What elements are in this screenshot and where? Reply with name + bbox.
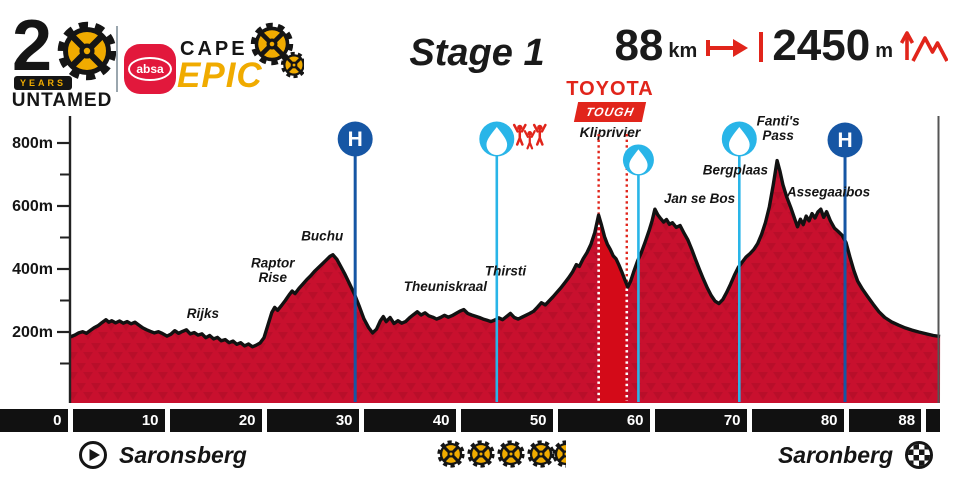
epic-gears-icon [250,22,304,79]
y-tick-label: 600m [12,198,53,215]
place-label: Assegaaibos [786,185,871,200]
place-label: Rijks [187,306,220,321]
place-label: Jan se Bos [664,191,736,206]
x-tick-label: 50 [529,412,547,429]
distance-axis-segment: 70 [654,409,747,432]
x-tick-label: 60 [626,412,644,429]
medical-point-icon: H [827,122,863,402]
absa-cape-epic-logo: absa CAPE EPIC [124,20,304,104]
absa-badge: absa [124,44,176,94]
svg-text:H: H [837,129,852,152]
elevation-value: 2450 [772,21,871,70]
distance-unit: km [668,40,698,63]
place-label: Buchu [301,229,344,244]
distance-axis-segment: 80 [751,409,844,432]
sponsor-location-label: Kliprivier [579,124,641,140]
distance-axis-segment: 20 [169,409,262,432]
x-tick-label: 70 [723,412,741,429]
x-tick-label: 80 [820,412,838,429]
x-tick-label: 20 [238,412,256,429]
chainring-gear-icon [527,440,555,468]
half-chainring-gear-icon [552,440,566,468]
chainring-gear-icon [280,51,304,79]
start-location: Saronsberg [78,440,247,470]
difficulty-gears-icon [437,440,566,468]
distance-axis: 0 10 20 30 40 50 60 70 80 88 [0,409,940,432]
years-label: YEARS [14,76,73,90]
chainring-gear-icon [57,21,117,81]
x-tick-label: 40 [432,412,450,429]
cape-label: CAPE [180,38,248,60]
elevation-area [70,160,941,403]
finish-location: Saronberg [778,440,934,470]
place-label: Thirsti [485,263,527,278]
page-title: Stage 1 [409,32,545,74]
chainring-gear-icon [497,440,525,468]
untamed-label: UNTAMED [11,90,113,111]
absa-label: absa [128,57,172,81]
sponsor-name: TOYOTA [566,78,654,100]
stage-stats: 88 km 2450 m [614,21,948,70]
elevation-gain-icon [900,31,948,62]
distance-axis-segment: 88 [848,409,922,432]
start-name: Saronsberg [119,441,247,468]
y-tick-label: 800m [12,135,53,152]
x-tick-label: 0 [53,412,62,429]
distance-value: 88 [614,21,664,70]
distance-axis-segment: 50 [460,409,553,432]
y-tick-label: 400m [12,261,53,278]
water-point-icon [479,121,515,402]
place-label: Raptor Rise [251,255,295,285]
chainring-gear-icon [250,22,294,66]
finish-checkered-icon [905,441,933,469]
stats-separator [759,32,764,63]
distance-axis-segment: 60 [557,409,650,432]
place-label: Fanti's Pass [757,114,800,144]
y-tick-label: 200m [12,324,53,341]
x-tick-label: 30 [335,412,353,429]
distance-axis-segment: 30 [266,409,359,432]
x-tick-label: 88 [898,412,916,429]
chainring-gear-icon [467,440,495,468]
water-point-icon [721,121,757,402]
gear-zero-icon [57,21,117,81]
x-tick-label: 10 [141,412,159,429]
distance-axis-segment [926,409,940,432]
sponsor-block: TOYOTA TOUGH Kliprivier [540,78,680,140]
chainring-gear-icon [437,440,465,468]
finish-name: Saronberg [777,441,893,468]
distance-axis-segment: 0 [0,409,68,432]
start-play-icon [79,441,107,469]
place-label: Theuniskraal [404,279,488,294]
water-point-icon [622,144,654,402]
twenty-years-numeral: 2 [12,6,53,86]
spectator-point-icon [512,123,547,150]
distance-axis-segment: 10 [72,409,165,432]
twenty-years-untamed-logo: 2 YEARS UNTAMED [10,10,118,111]
elevation-outline [69,158,941,349]
logo-divider [116,26,118,92]
epic-label: EPIC [177,56,263,95]
place-label: Bergplaas [703,163,769,178]
svg-text:H: H [348,128,363,151]
elevation-unit: m [875,40,893,63]
distance-axis-segment: 40 [363,409,456,432]
route-arrow-icon [706,39,749,58]
medical-point-icon: H [337,121,373,402]
